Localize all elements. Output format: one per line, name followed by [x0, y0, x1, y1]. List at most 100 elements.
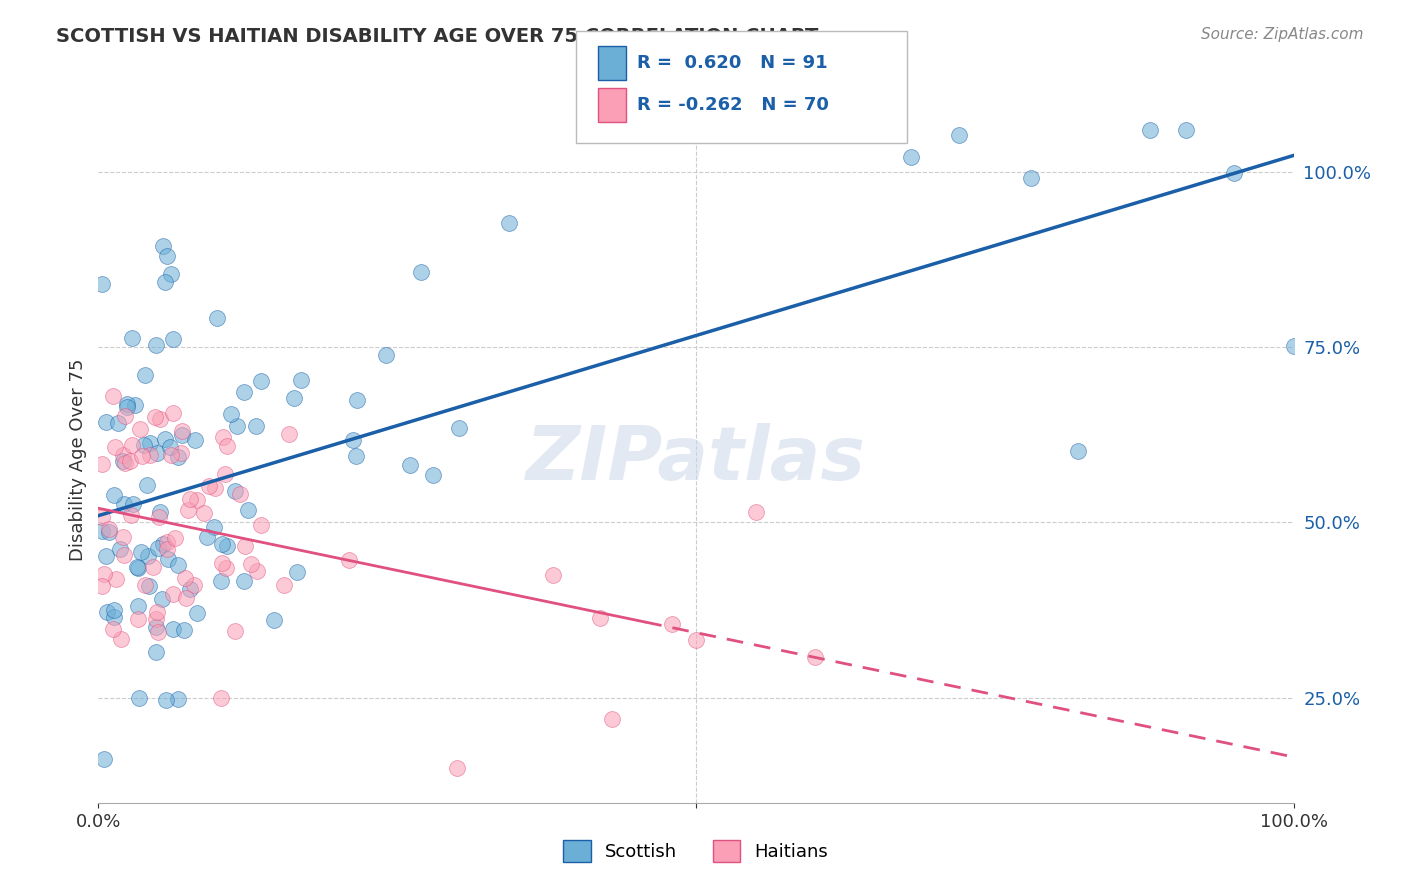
- Point: [125, 560, 148, 574]
- Point: [124, 398, 146, 412]
- Point: [215, 561, 238, 575]
- Point: [900, 149, 922, 163]
- Point: [250, 374, 273, 388]
- Point: [202, 520, 225, 534]
- Point: [107, 417, 129, 431]
- Point: [170, 424, 193, 438]
- Point: [121, 438, 143, 452]
- Point: [1019, 170, 1042, 185]
- Point: [103, 487, 125, 501]
- Point: [179, 491, 201, 506]
- Point: [1067, 443, 1090, 458]
- Point: [114, 456, 136, 470]
- Point: [183, 578, 205, 592]
- Point: [112, 497, 135, 511]
- Point: [145, 605, 167, 619]
- Point: [290, 373, 312, 387]
- Point: [108, 542, 131, 557]
- Point: [283, 391, 305, 405]
- Point: [138, 579, 160, 593]
- Point: [211, 690, 233, 705]
- Point: [186, 493, 208, 508]
- Point: [498, 215, 520, 229]
- Point: [155, 432, 177, 446]
- Point: [212, 430, 235, 444]
- Point: [117, 400, 139, 414]
- Point: [136, 478, 159, 492]
- Text: R = -0.262   N = 70: R = -0.262 N = 70: [637, 96, 828, 114]
- Point: [97, 524, 120, 539]
- Text: SCOTTISH VS HAITIAN DISABILITY AGE OVER 75 CORRELATION CHART: SCOTTISH VS HAITIAN DISABILITY AGE OVER …: [56, 27, 818, 45]
- Point: [245, 418, 267, 433]
- Point: [153, 275, 176, 289]
- Text: Source: ZipAtlas.com: Source: ZipAtlas.com: [1201, 27, 1364, 42]
- Point: [1139, 123, 1161, 137]
- Point: [167, 558, 190, 572]
- Point: [110, 632, 132, 646]
- Point: [176, 591, 198, 605]
- Point: [112, 548, 135, 562]
- Point: [115, 396, 138, 410]
- Point: [111, 448, 134, 462]
- Point: [211, 556, 233, 570]
- Point: [145, 338, 167, 352]
- Point: [346, 392, 368, 407]
- Point: [132, 438, 155, 452]
- Point: [170, 428, 193, 442]
- Point: [127, 599, 149, 614]
- Point: [146, 446, 169, 460]
- Point: [541, 567, 564, 582]
- Point: [145, 620, 167, 634]
- Point: [215, 539, 238, 553]
- Point: [170, 446, 193, 460]
- Y-axis label: Disability Age Over 75: Disability Age Over 75: [69, 358, 87, 561]
- Point: [278, 426, 301, 441]
- Point: [948, 128, 970, 143]
- Point: [236, 503, 259, 517]
- Point: [224, 483, 246, 498]
- Point: [375, 348, 398, 362]
- Point: [661, 617, 683, 632]
- Point: [91, 524, 114, 538]
- Point: [162, 332, 184, 346]
- Point: [337, 553, 360, 567]
- Point: [804, 649, 827, 664]
- Point: [105, 572, 128, 586]
- Legend: Scottish, Haitians: Scottish, Haitians: [557, 833, 835, 870]
- Point: [91, 277, 114, 291]
- Point: [179, 582, 201, 597]
- Point: [198, 479, 221, 493]
- Point: [136, 549, 159, 563]
- Point: [127, 612, 149, 626]
- Point: [285, 565, 308, 579]
- Point: [118, 454, 141, 468]
- Point: [152, 537, 174, 551]
- Point: [129, 545, 152, 559]
- Point: [240, 557, 263, 571]
- Point: [209, 574, 232, 589]
- Point: [342, 433, 364, 447]
- Text: R =  0.620   N = 91: R = 0.620 N = 91: [637, 54, 828, 72]
- Point: [120, 508, 142, 522]
- Point: [745, 505, 768, 519]
- Point: [447, 421, 470, 435]
- Point: [131, 449, 153, 463]
- Point: [104, 440, 127, 454]
- Point: [121, 331, 143, 345]
- Point: [233, 574, 256, 588]
- Point: [128, 690, 150, 705]
- Point: [96, 415, 118, 429]
- Point: [129, 422, 152, 436]
- Point: [204, 481, 226, 495]
- Point: [184, 433, 207, 447]
- Point: [162, 406, 184, 420]
- Point: [162, 622, 184, 636]
- Point: [122, 497, 145, 511]
- Point: [93, 567, 115, 582]
- Point: [94, 549, 117, 563]
- Point: [246, 564, 269, 578]
- Point: [134, 578, 156, 592]
- Point: [112, 530, 135, 544]
- Point: [148, 412, 170, 426]
- Point: [409, 265, 432, 279]
